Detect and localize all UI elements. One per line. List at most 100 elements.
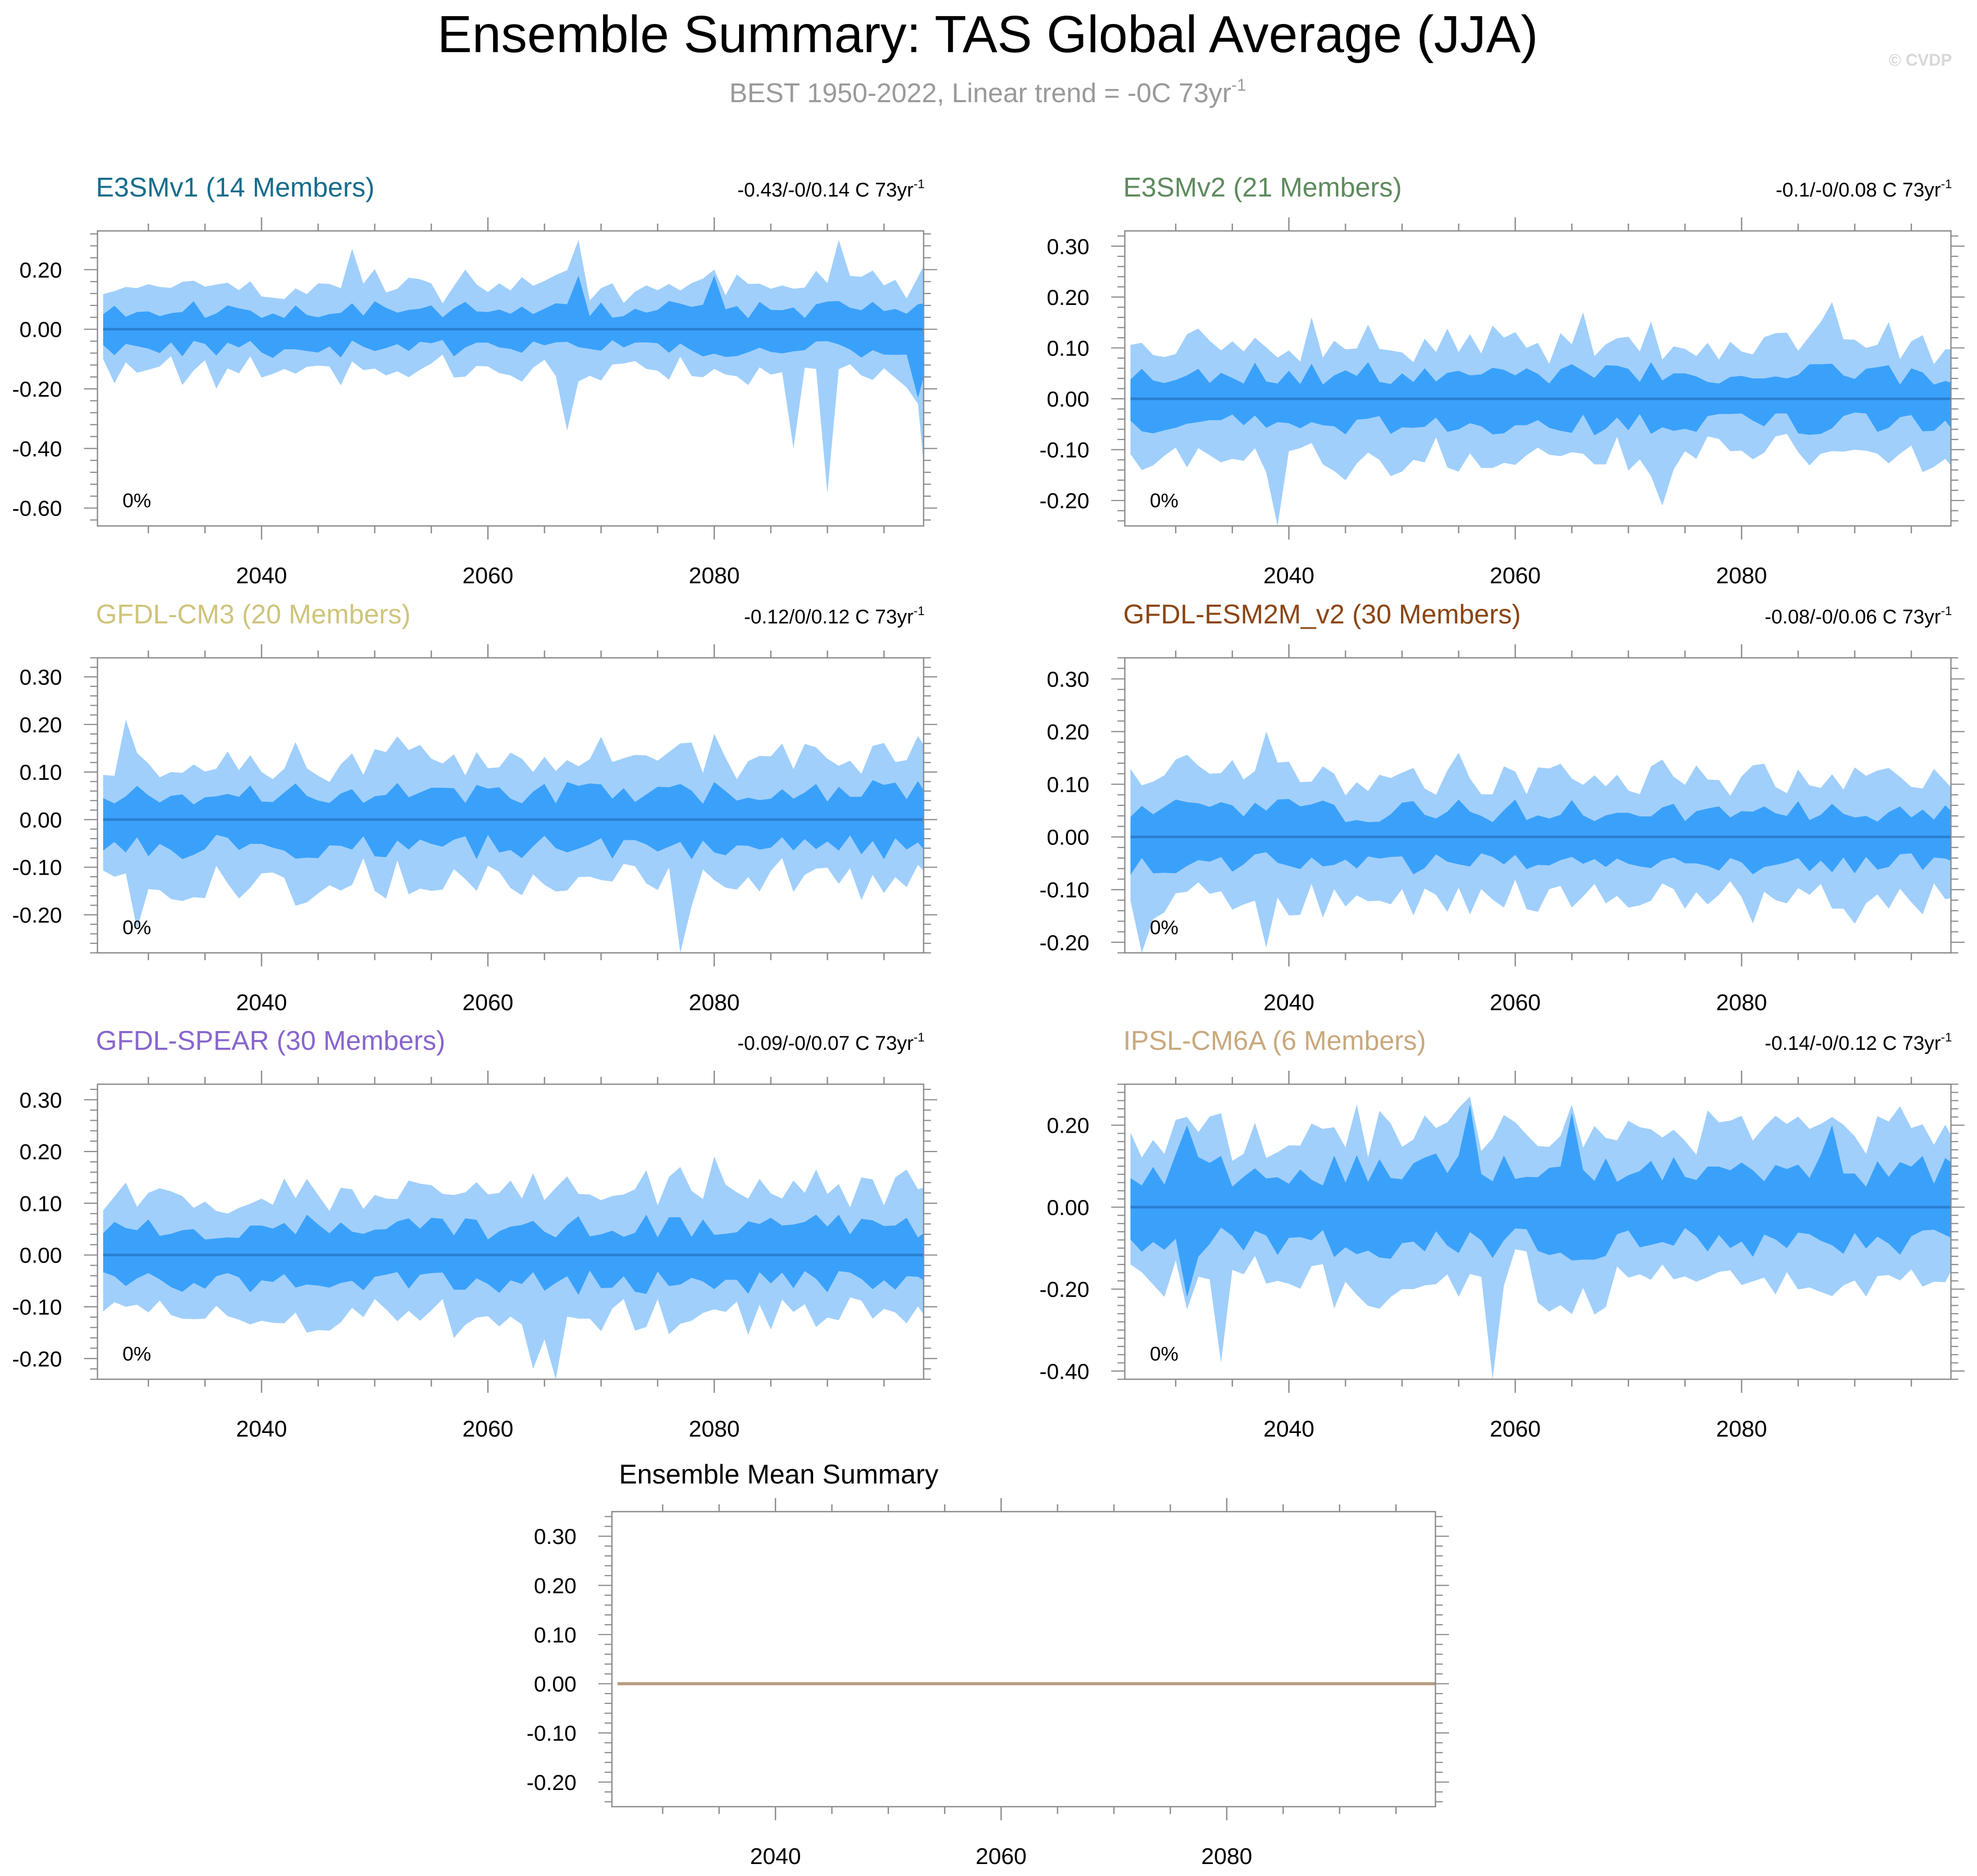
x-tick-label: 2080 [689, 990, 740, 1015]
y-tick-label: 0.10 [1047, 773, 1089, 797]
figure-subtitle: BEST 1950-2022, Linear trend = -0C 73yr-… [729, 76, 1246, 108]
y-tick-label: 0.30 [1047, 667, 1089, 691]
model-title: E3SMv1 (14 Members) [96, 173, 375, 203]
cvdp-watermark: © CVDP [1889, 51, 1952, 69]
y-tick-label: -0.10 [12, 1295, 62, 1319]
x-tick-label: 2040 [750, 1844, 801, 1869]
y-tick-label: -0.10 [12, 855, 62, 880]
y-tick-label: 0.20 [1047, 720, 1089, 744]
panel-6: 2040 2060 2080 -0.20 -0.10 0.00 0.10 0.20 0.30 En… [526, 1460, 1449, 1869]
trend-label: -0.1/-0/0.08 C 73yr-1 [1776, 177, 1952, 201]
panel-4: 2040 2060 2080 -0.20 -0.10 0.00 0.10 0.20 0.30 GF… [12, 1026, 937, 1442]
percent-label: 0% [122, 917, 151, 939]
y-tick-label: -0.20 [1039, 488, 1089, 513]
y-tick-label: -0.20 [1039, 1277, 1089, 1302]
subtitle-superscript: -1 [1231, 76, 1246, 94]
trend-label: -0.09/-0/0.07 C 73yr-1 [738, 1031, 925, 1055]
panel-5: 2040 2060 2080 -0.40 -0.20 0.00 0.20 IPSL-CM6A … [1039, 1026, 1964, 1442]
panel-2: 2040 2060 2080 -0.20 -0.10 0.00 0.10 0.20 0.30 GF… [12, 599, 937, 1015]
y-tick-label: 0.00 [1047, 387, 1089, 411]
y-tick-label: 0.10 [19, 1191, 62, 1216]
y-tick-label: 0.20 [19, 713, 62, 737]
panel-3: 2040 2060 2080 -0.20 -0.10 0.00 0.10 0.20 0.30 GF… [1039, 599, 1964, 1015]
x-tick-label: 2060 [976, 1844, 1027, 1869]
y-tick-label: 0.20 [534, 1574, 576, 1598]
y-tick-label: -0.60 [12, 496, 62, 521]
plot-frame [96, 230, 925, 527]
trend-label-main: -0.09/-0/0.07 C 73yr [738, 1033, 914, 1055]
x-tick-label: 2080 [689, 563, 740, 588]
plot-area [103, 1157, 924, 1379]
y-tick-label: -0.10 [1039, 878, 1089, 902]
y-tick-label: 0.20 [1047, 285, 1089, 310]
x-tick-label: 2040 [1263, 1416, 1315, 1442]
summary-title: Ensemble Mean Summary [619, 1460, 939, 1490]
y-tick-label: 0.30 [1047, 234, 1089, 259]
x-tick-label: 2060 [462, 990, 513, 1015]
x-tick-label: 2040 [236, 563, 287, 588]
plot-area [103, 719, 924, 953]
percent-label: 0% [122, 490, 151, 512]
model-title: IPSL-CM6A (6 Members) [1123, 1026, 1426, 1056]
y-tick-label: 0.10 [534, 1623, 576, 1647]
model-title: GFDL-ESM2M_v2 (30 Members) [1123, 599, 1521, 630]
x-tick-label: 2080 [1716, 990, 1767, 1015]
percent-label: 0% [1150, 490, 1178, 512]
plot-area [1130, 1096, 1951, 1379]
x-tick-label: 2080 [1201, 1844, 1252, 1869]
y-tick-label: -0.20 [12, 1346, 62, 1371]
x-tick-label: 2060 [1490, 563, 1541, 588]
y-tick-label: 0.10 [19, 760, 62, 784]
y-tick-label: 0.30 [19, 665, 62, 690]
trend-label: -0.08/-0/0.06 C 73yr-1 [1765, 604, 1952, 628]
outer-range-band [103, 240, 924, 494]
x-tick-label: 2040 [236, 990, 287, 1015]
y-tick-label: -0.20 [12, 903, 62, 927]
y-tick-label: 0.20 [19, 258, 62, 282]
y-tick-label: 0.00 [1047, 1195, 1089, 1220]
x-tick-label: 2040 [1263, 563, 1315, 588]
trend-label-superscript: -1 [1941, 177, 1952, 191]
plot-frame [611, 1511, 1436, 1808]
trend-label-main: -0.43/-0/0.14 C 73yr [738, 179, 914, 201]
trend-label-main: -0.12/0/0.12 C 73yr [744, 606, 914, 628]
inner-range-band [103, 275, 924, 398]
y-tick-label: 0.30 [19, 1088, 62, 1112]
x-tick-label: 2080 [1716, 563, 1767, 588]
y-tick-label: 0.10 [1047, 336, 1089, 360]
trend-label: -0.43/-0/0.14 C 73yr-1 [738, 177, 925, 201]
percent-label: 0% [1150, 1343, 1178, 1365]
y-tick-label: 0.00 [534, 1672, 576, 1696]
y-tick-label: 0.00 [19, 807, 62, 832]
y-tick-label: -0.40 [12, 436, 62, 461]
y-tick-label: 0.00 [19, 317, 62, 342]
trend-label-superscript: -1 [914, 177, 925, 191]
panels: 2040 2060 2080 -0.60 -0.40 -0.20 0.00 0.20 E3SMv… [12, 173, 1964, 1869]
plot-area [103, 240, 924, 494]
x-tick-label: 2060 [462, 563, 513, 588]
y-tick-label: -0.20 [12, 377, 62, 401]
x-tick-label: 2060 [1490, 990, 1541, 1015]
plot-area [1130, 731, 1951, 953]
y-tick-label: -0.20 [1039, 930, 1089, 955]
trend-label-superscript: -1 [914, 1031, 925, 1045]
plot-area [1130, 302, 1951, 526]
figure-title: Ensemble Summary: TAS Global Average (JJ… [437, 5, 1538, 64]
model-title: E3SMv2 (21 Members) [1123, 173, 1402, 203]
x-tick-label: 2040 [236, 1416, 287, 1442]
x-tick-label: 2080 [1716, 1416, 1767, 1442]
percent-label: 0% [1150, 917, 1178, 939]
trend-label-main: -0.1/-0/0.08 C 73yr [1776, 179, 1941, 201]
panel-1: 2040 2060 2080 -0.20 -0.10 0.00 0.10 0.20 0.30 E3… [1039, 173, 1964, 588]
y-tick-label: -0.10 [1039, 438, 1089, 462]
panel-0: 2040 2060 2080 -0.60 -0.40 -0.20 0.00 0.20 E3SMv… [12, 173, 937, 588]
trend-label-superscript: -1 [914, 604, 925, 618]
x-tick-label: 2040 [1263, 990, 1315, 1015]
model-title: GFDL-CM3 (20 Members) [96, 599, 411, 630]
y-tick-label: -0.20 [526, 1770, 576, 1795]
percent-label: 0% [122, 1343, 151, 1365]
y-tick-label: 0.20 [1047, 1113, 1089, 1138]
y-tick-label: 0.30 [534, 1524, 576, 1549]
trend-label-superscript: -1 [1941, 604, 1952, 618]
